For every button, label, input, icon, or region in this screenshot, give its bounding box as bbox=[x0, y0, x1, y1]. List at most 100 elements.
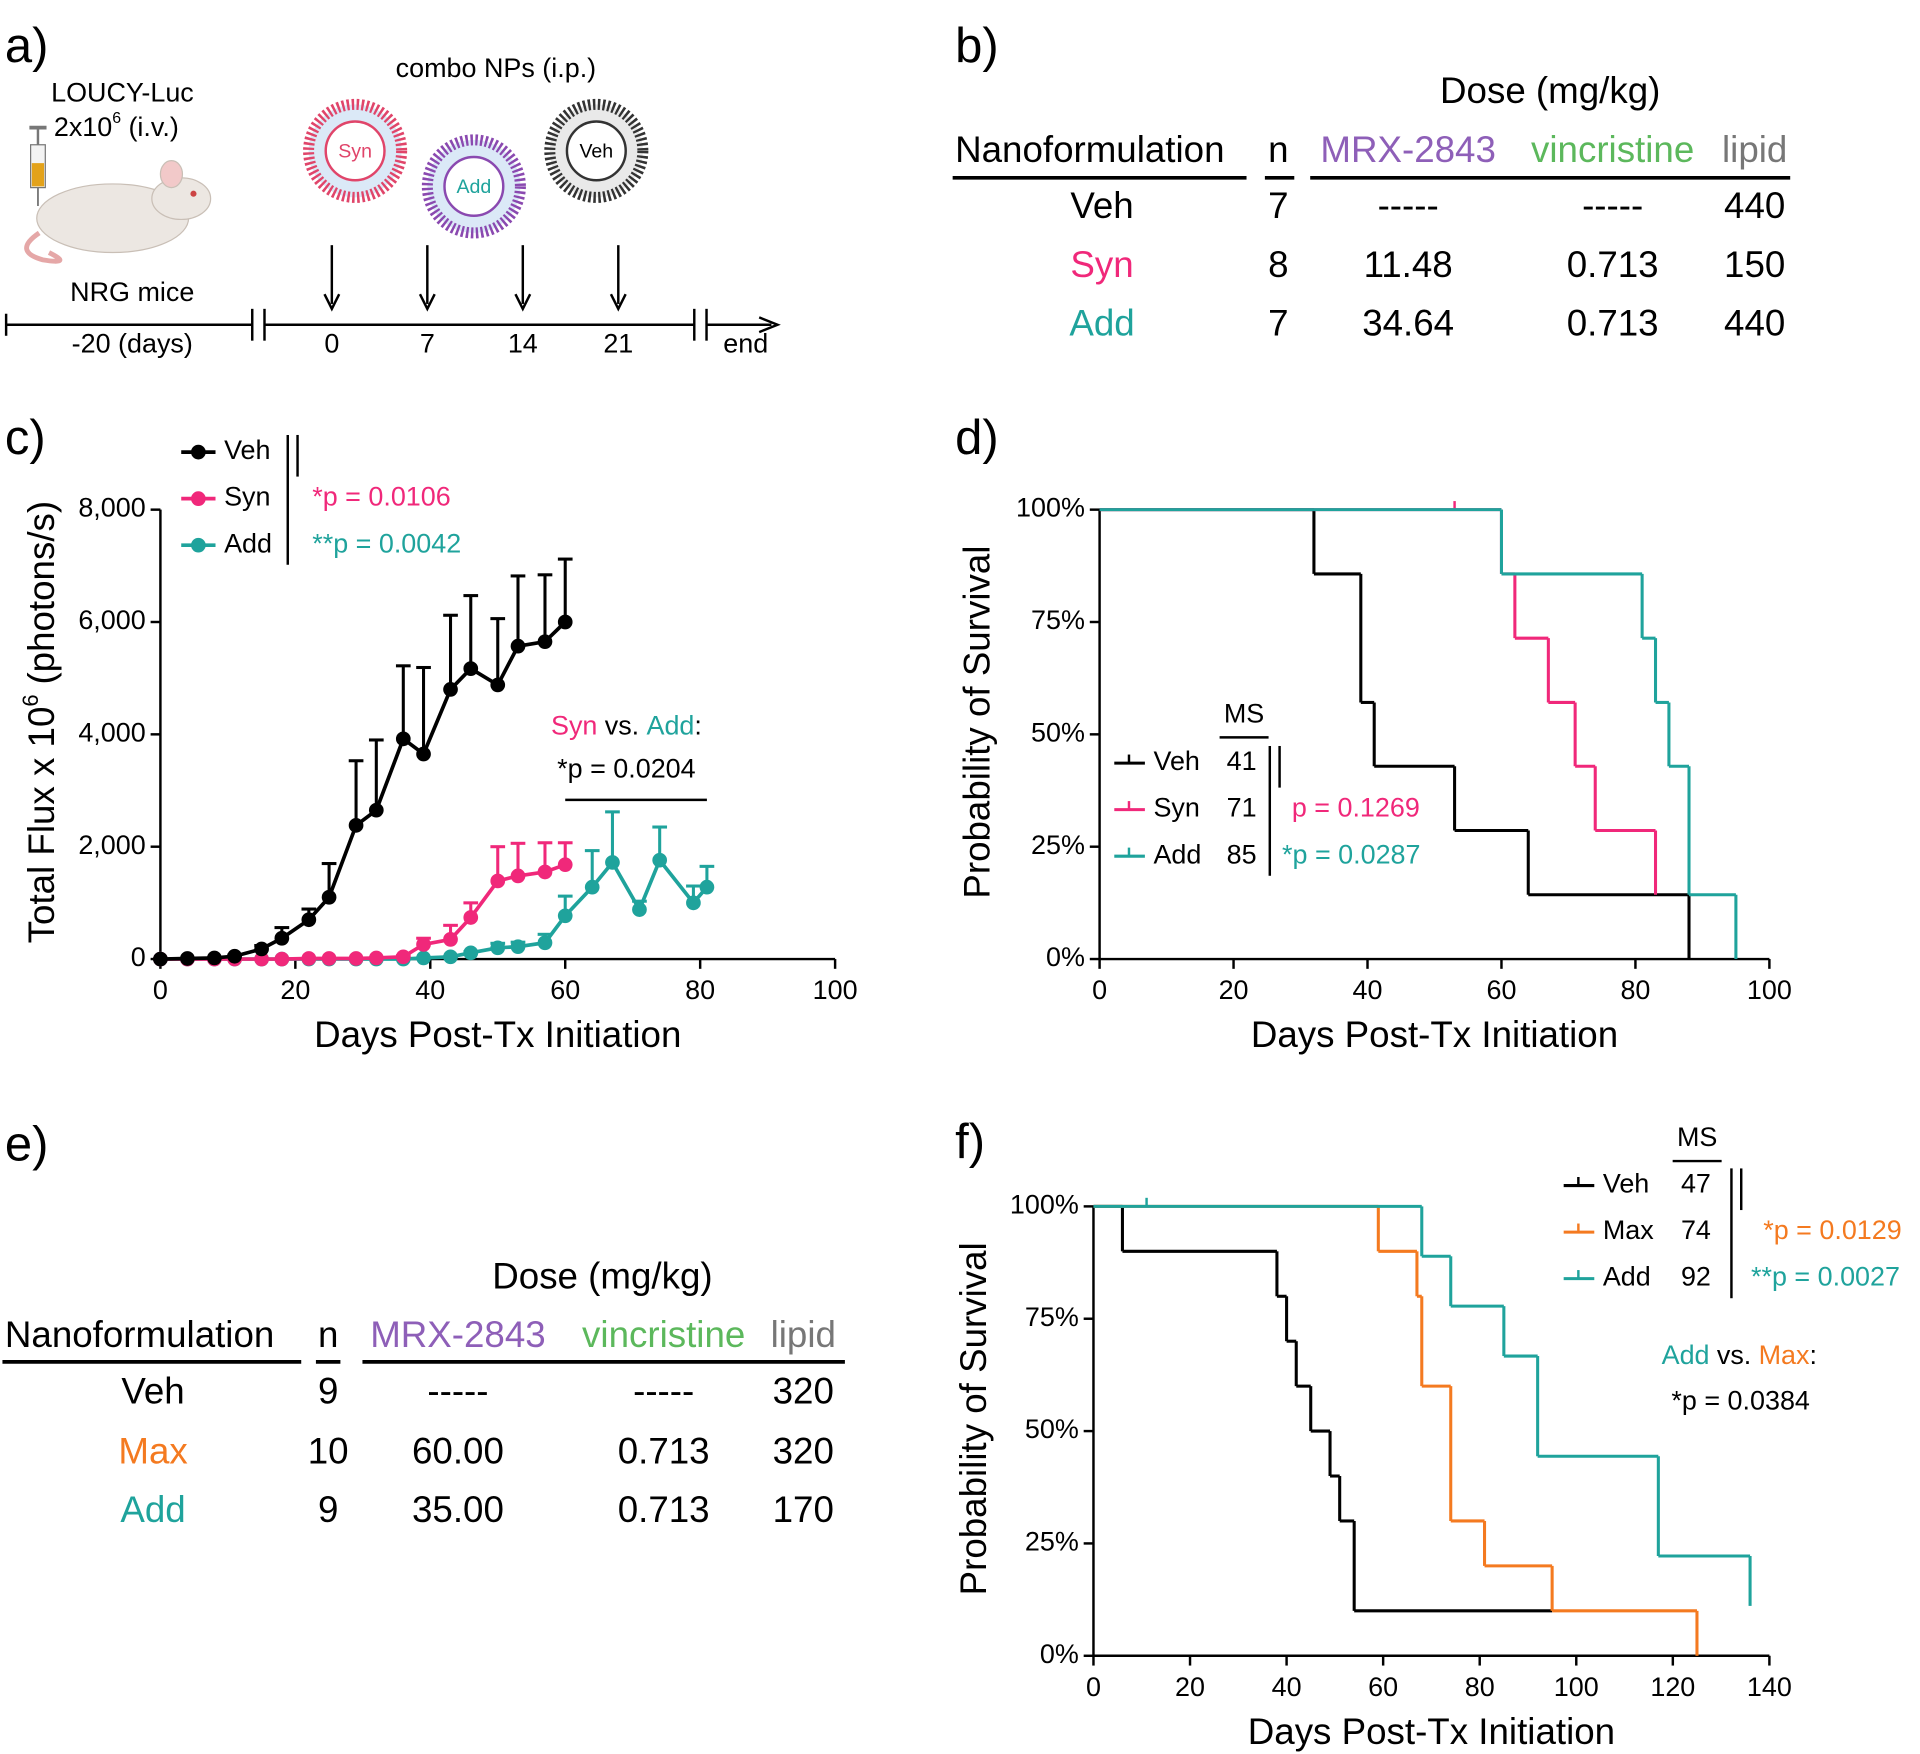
legend-label: Add bbox=[1603, 1262, 1651, 1292]
cell: 0.713 bbox=[1567, 244, 1659, 285]
median-survival: 74 bbox=[1681, 1215, 1711, 1245]
legend-label: Veh bbox=[1603, 1169, 1649, 1199]
cell: 170 bbox=[773, 1489, 834, 1530]
comparison-part: : bbox=[694, 711, 701, 741]
legend-title: MS bbox=[1677, 1122, 1717, 1152]
panel-label: e) bbox=[5, 1118, 49, 1172]
y-title-exp: 6 bbox=[18, 694, 43, 706]
comparison-part: Max bbox=[1759, 1340, 1810, 1370]
x-tick-label: 100 bbox=[1747, 975, 1792, 1005]
break-gap bbox=[252, 308, 265, 341]
x-tick-label: 100 bbox=[813, 975, 858, 1005]
comparison-p-value: *p = 0.0384 bbox=[1671, 1385, 1810, 1415]
cell: 10 bbox=[308, 1430, 349, 1471]
data-point bbox=[254, 941, 269, 957]
p-value: *p = 0.0287 bbox=[1282, 839, 1420, 869]
column-header: vincristine bbox=[1531, 129, 1694, 170]
data-point bbox=[416, 950, 431, 966]
cell: ----- bbox=[427, 1370, 488, 1411]
x-tick-label: 140 bbox=[1747, 1672, 1792, 1702]
x-tick-label: 20 bbox=[1219, 975, 1249, 1005]
np-label: Veh bbox=[579, 140, 613, 162]
data-point bbox=[301, 912, 317, 928]
x-tick-label: 40 bbox=[415, 975, 445, 1005]
dose-route: (i.v.) bbox=[128, 112, 178, 142]
y-tick-label: 8,000 bbox=[78, 493, 145, 523]
data-point bbox=[463, 910, 479, 925]
cell: 60.00 bbox=[412, 1430, 504, 1471]
np-core bbox=[443, 155, 505, 218]
comparison-part: Add bbox=[647, 711, 695, 741]
data-point bbox=[463, 661, 479, 676]
y-axis-title: Total Flux x 106 (photons/s) bbox=[18, 501, 62, 943]
dose-base: 2x10 bbox=[54, 112, 112, 142]
data-point bbox=[584, 879, 600, 895]
column-header: n bbox=[1268, 129, 1288, 170]
data-point bbox=[321, 951, 337, 966]
comparison-part: vs. bbox=[605, 711, 639, 741]
data-point bbox=[632, 902, 647, 917]
column-header: lipid bbox=[771, 1314, 836, 1355]
dose-arrowhead bbox=[514, 293, 532, 312]
median-survival: 85 bbox=[1227, 839, 1257, 869]
p-value: *p = 0.0106 bbox=[312, 482, 450, 512]
x-axis-title: Days Post-Tx Initiation bbox=[1251, 1014, 1618, 1055]
dose-day: 0 bbox=[324, 329, 339, 359]
data-point bbox=[416, 937, 431, 952]
cell: 34.64 bbox=[1362, 303, 1454, 344]
cell: 150 bbox=[1724, 244, 1785, 285]
panel-label: a) bbox=[5, 19, 49, 73]
data-point bbox=[443, 682, 458, 697]
cell: 8 bbox=[1268, 244, 1288, 285]
y-tick-label: 0% bbox=[1040, 1639, 1079, 1669]
cell: ----- bbox=[1378, 185, 1439, 226]
timeline bbox=[4, 308, 781, 341]
cell: 7 bbox=[1268, 303, 1288, 344]
x-tick-label: 100 bbox=[1554, 1672, 1599, 1702]
x-tick-label: 20 bbox=[280, 975, 310, 1005]
panel-label: d) bbox=[955, 411, 999, 465]
legend-label: Veh bbox=[1153, 746, 1199, 776]
mouse-ear bbox=[159, 160, 184, 189]
data-point bbox=[537, 864, 553, 880]
row-name: Add bbox=[1069, 303, 1134, 344]
legend-marker bbox=[191, 444, 206, 460]
cell: 320 bbox=[773, 1430, 834, 1471]
data-point bbox=[395, 949, 411, 965]
cell-dose: 2x106 (i.v.) bbox=[54, 110, 179, 142]
dose-exp: 6 bbox=[112, 110, 121, 127]
x-axis-title: Days Post-Tx Initiation bbox=[314, 1014, 681, 1055]
y-title-main: Total Flux x 10 bbox=[21, 707, 62, 944]
cell: ----- bbox=[633, 1370, 694, 1411]
panel-label: c) bbox=[5, 411, 46, 465]
data-point bbox=[348, 818, 364, 833]
median-survival: 47 bbox=[1681, 1169, 1711, 1199]
y-title-main: Probability of Survival bbox=[953, 1242, 994, 1595]
median-survival: 92 bbox=[1681, 1262, 1711, 1292]
y-axis-title: Probability of Survival bbox=[956, 546, 997, 899]
row-name: Add bbox=[120, 1489, 185, 1530]
x-tick-label: 0 bbox=[1092, 975, 1107, 1005]
cell: 440 bbox=[1724, 303, 1785, 344]
x-tick-label: 0 bbox=[153, 975, 168, 1005]
np-core bbox=[324, 120, 386, 182]
y-tick-label: 6,000 bbox=[78, 605, 145, 635]
y-tick-label: 100% bbox=[1016, 493, 1085, 523]
dose-day: 21 bbox=[603, 329, 633, 359]
data-point bbox=[557, 857, 573, 873]
dose-arrowhead bbox=[323, 293, 341, 312]
dose-arrowhead bbox=[418, 293, 436, 312]
data-point bbox=[368, 802, 384, 818]
comparison-part: vs. bbox=[1717, 1340, 1751, 1370]
data-point bbox=[557, 614, 573, 630]
data-point bbox=[510, 638, 526, 654]
x-tick-label: 80 bbox=[1465, 1672, 1495, 1702]
dose-arrowhead bbox=[609, 293, 627, 312]
data-point bbox=[207, 950, 222, 966]
data-point bbox=[274, 930, 290, 946]
x-axis-title: Days Post-Tx Initiation bbox=[1248, 1711, 1615, 1752]
x-tick-label: 40 bbox=[1353, 975, 1383, 1005]
y-tick-label: 25% bbox=[1025, 1527, 1079, 1557]
